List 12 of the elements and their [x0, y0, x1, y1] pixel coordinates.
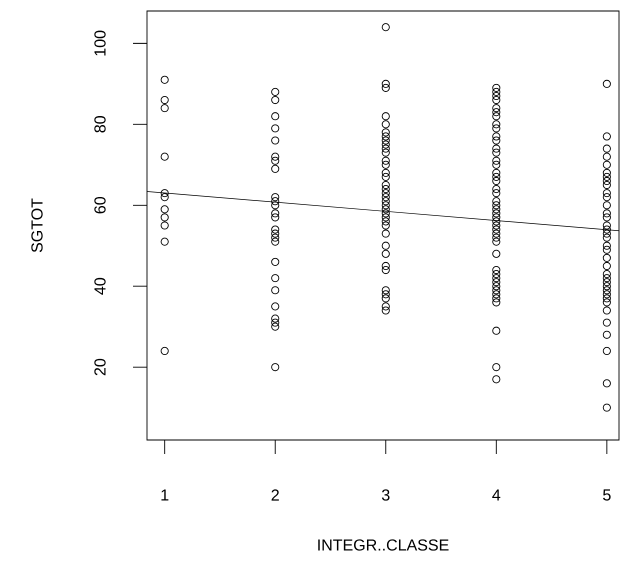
x-tick-label: 3 — [382, 489, 390, 501]
y-tick-label: 20 — [94, 358, 106, 376]
x-tick-label: 1 — [161, 489, 168, 501]
y-tick-label: 80 — [94, 116, 106, 133]
y-tick-label: 40 — [94, 278, 106, 295]
x-tick-label: 2 — [272, 489, 279, 501]
x-tick-label: 4 — [492, 489, 500, 501]
x-axis-title: INTEGR..CLASSE — [318, 539, 449, 551]
y-axis-title: SGTOT — [31, 198, 43, 252]
y-tick-label: 60 — [94, 196, 106, 214]
y-tick-label: 100 — [94, 30, 106, 56]
x-tick-label: 5 — [603, 489, 611, 501]
